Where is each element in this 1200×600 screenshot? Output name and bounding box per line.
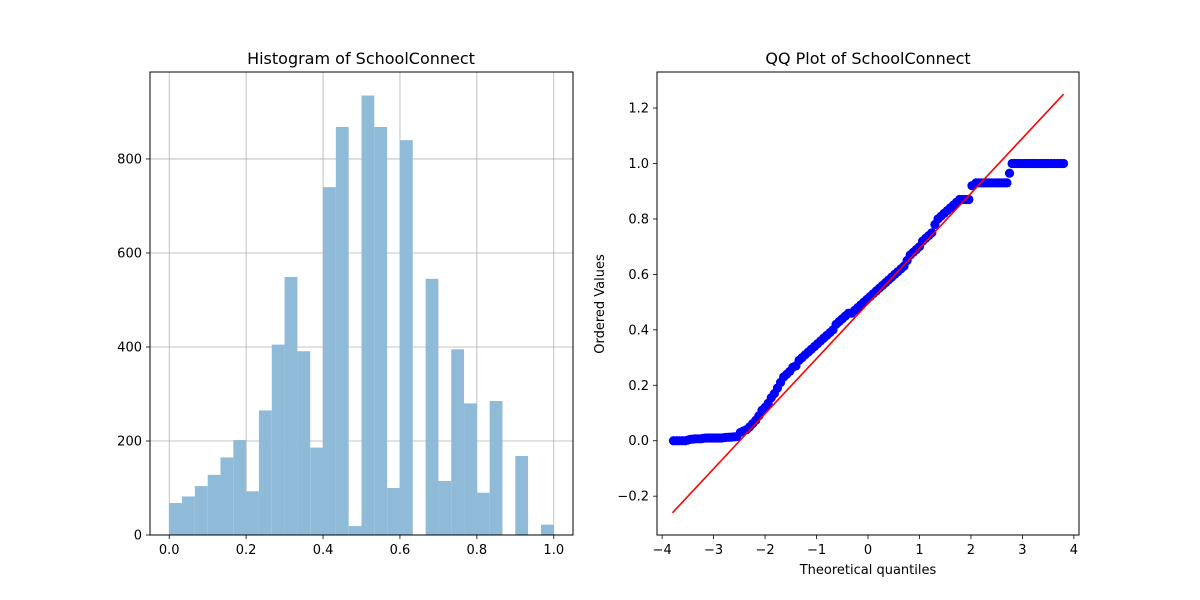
qq-fit-line-segment [671, 93, 1065, 514]
histogram-bar [515, 456, 529, 535]
histogram-bar [323, 187, 336, 536]
histogram-y-tick-label: 400 [117, 340, 142, 355]
qq-x-tick-label: −1 [807, 543, 826, 558]
qq-panel: QQ Plot of SchoolConnect −4 −3 −2 −1 0 1 2 3 4 −… [593, 49, 1080, 578]
qq-y-tick-label: 1.0 [628, 157, 649, 172]
histogram-y-tick-label: 800 [117, 152, 142, 167]
histogram-bar [399, 140, 413, 536]
histogram-x-ticks: 0.0 0.2 0.4 0.6 0.8 1.0 [159, 535, 564, 558]
qq-x-ticks: −4 −3 −2 −1 0 1 2 3 4 [653, 535, 1078, 558]
histogram-frame [149, 71, 574, 536]
histogram-bar [361, 95, 375, 536]
histogram-x-tick-label: 0.8 [467, 543, 488, 558]
qq-x-tick-label: 0 [864, 543, 872, 558]
histogram-y-ticks: 0 200 400 600 800 [117, 152, 150, 544]
histogram-bar [169, 503, 183, 535]
qq-x-tick-label: −2 [755, 543, 774, 558]
histogram-bars [169, 95, 554, 536]
histogram-x-tick-label: 0.6 [390, 543, 411, 558]
histogram-bar [207, 474, 221, 535]
qq-title: QQ Plot of SchoolConnect [765, 49, 970, 68]
histogram-x-tick-label: 0.4 [313, 543, 334, 558]
histogram-y-tick-label: 600 [117, 246, 142, 261]
histogram-bar [335, 126, 349, 535]
qq-x-axis-label: Theoretical quantiles [799, 563, 937, 578]
qq-x-tick-label: 1 [915, 543, 923, 558]
histogram-panel: Histogram of SchoolConnect 0.0 0.2 0.4 0.6 0… [117, 49, 574, 558]
qq-x-tick-label: 4 [1070, 543, 1078, 558]
histogram-bar [387, 487, 400, 535]
histogram-bar [374, 126, 388, 535]
qq-point [927, 228, 937, 238]
histogram-bar [258, 410, 272, 535]
histogram-x-tick-label: 0.0 [159, 543, 180, 558]
histogram-bar [425, 278, 439, 535]
histogram-bar [194, 486, 208, 535]
qq-y-axis-label: Ordered Values [593, 254, 608, 354]
histogram-y-tick-label: 0 [134, 529, 142, 544]
qq-fit-line [671, 93, 1065, 514]
histogram-x-tick-label: 0.2 [236, 543, 257, 558]
qq-point [1002, 178, 1012, 188]
qq-y-tick-label: 0.4 [628, 323, 649, 338]
qq-y-tick-label: 1.2 [628, 102, 649, 117]
histogram-bar [540, 524, 554, 535]
qq-point [1058, 158, 1069, 169]
histogram-bar [451, 349, 465, 535]
histogram-bar [489, 401, 503, 535]
histogram-bar [297, 351, 311, 535]
histogram-bar [220, 457, 234, 535]
histogram-bar [348, 526, 362, 535]
qq-y-tick-label: 0.8 [628, 212, 649, 227]
qq-y-tick-label: 0.0 [628, 434, 649, 449]
histogram-bar [476, 492, 490, 535]
histogram-bar [271, 344, 285, 535]
histogram-bar [438, 480, 452, 535]
histogram-x-tick-label: 1.0 [543, 543, 564, 558]
qq-y-ticks: −0.2 0.0 0.2 0.4 0.6 0.8 1.0 1.2 [617, 102, 657, 505]
histogram-bar [464, 403, 477, 535]
qq-x-tick-label: 2 [967, 543, 975, 558]
histogram-bar [246, 491, 259, 535]
qq-x-tick-label: −3 [704, 543, 723, 558]
qq-y-tick-label: 0.2 [628, 379, 649, 394]
histogram-y-tick-label: 200 [117, 434, 142, 449]
qq-x-tick-label: −4 [653, 543, 672, 558]
histogram-title: Histogram of SchoolConnect [247, 49, 475, 68]
qq-point [1004, 168, 1015, 178]
histogram-bar [310, 447, 324, 535]
histogram-bar [182, 496, 195, 535]
qq-y-tick-label: −0.2 [617, 490, 649, 505]
histogram-bar [284, 276, 298, 535]
histogram-bar [233, 440, 247, 535]
qq-y-tick-label: 0.6 [628, 268, 649, 283]
qq-x-tick-label: 3 [1018, 543, 1026, 558]
